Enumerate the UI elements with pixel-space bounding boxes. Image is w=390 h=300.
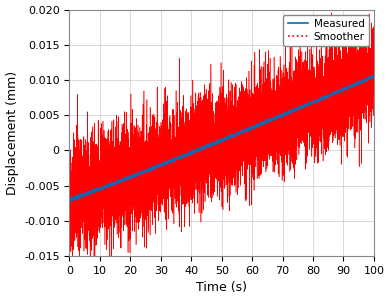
Legend: Measured, Smoother: Measured, Smoother xyxy=(284,15,369,46)
Measured xyxy=(82,193,87,196)
Smoother xyxy=(177,112,182,116)
Smoother xyxy=(330,11,334,14)
Smoother xyxy=(77,281,82,284)
Smoother xyxy=(82,191,87,195)
Measured xyxy=(293,109,298,113)
Smoother xyxy=(67,185,72,188)
Measured xyxy=(177,156,182,160)
Line: Measured: Measured xyxy=(69,75,374,202)
Measured xyxy=(309,102,314,105)
Measured xyxy=(372,74,376,78)
Smoother xyxy=(372,28,376,31)
Measured xyxy=(247,127,252,131)
Smoother xyxy=(309,148,314,151)
Line: Smoother: Smoother xyxy=(69,13,374,283)
Smoother xyxy=(293,127,298,130)
Measured xyxy=(67,198,72,202)
Measured xyxy=(370,73,375,77)
X-axis label: Time (s): Time (s) xyxy=(196,281,247,294)
Y-axis label: Displacement (mm): Displacement (mm) xyxy=(5,71,19,195)
Smoother xyxy=(247,120,252,124)
Measured xyxy=(68,200,73,204)
Measured xyxy=(261,122,265,125)
Smoother xyxy=(261,147,265,151)
